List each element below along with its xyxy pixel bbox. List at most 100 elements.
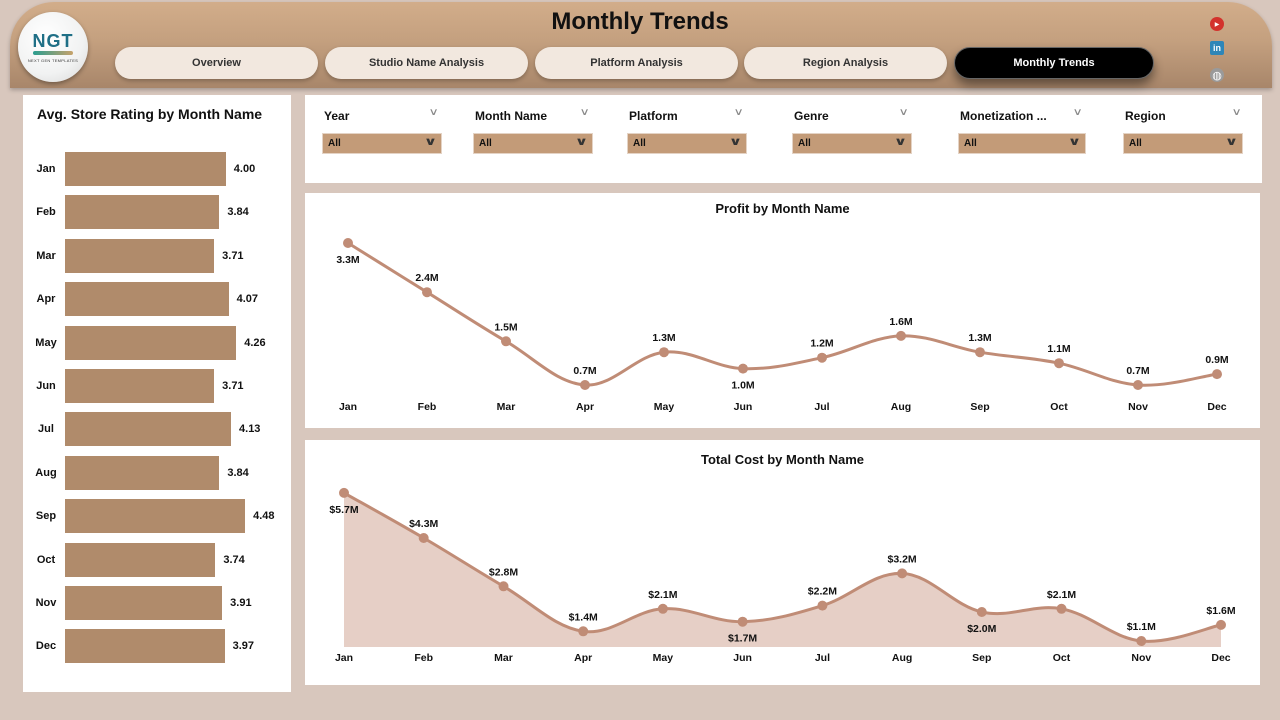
bar[interactable] — [65, 629, 225, 664]
chevron-down-icon: ∨ — [1067, 136, 1082, 148]
bar-category-label: Apr — [36, 293, 56, 306]
chevron-down-icon[interactable]: ∨ — [579, 107, 590, 118]
data-point[interactable] — [817, 352, 827, 363]
logo-text: NGT — [32, 30, 74, 51]
data-label: 1.3M — [652, 332, 676, 344]
data-point[interactable] — [422, 287, 432, 298]
monetization-dropdown[interactable]: All ∨ — [958, 133, 1086, 154]
data-point[interactable] — [580, 380, 590, 390]
chevron-down-icon[interactable]: ∨ — [733, 107, 744, 118]
data-point[interactable] — [339, 487, 349, 498]
bar[interactable] — [65, 369, 215, 403]
region-dropdown[interactable]: All ∨ — [1123, 133, 1243, 154]
data-point[interactable] — [343, 238, 353, 248]
data-point[interactable] — [1136, 636, 1147, 646]
data-point[interactable] — [578, 626, 589, 637]
data-point[interactable] — [1212, 369, 1222, 380]
bar-row[interactable]: Jan 4.00 — [23, 152, 291, 186]
bar-row[interactable]: Nov 3.91 — [23, 586, 291, 620]
bar-row[interactable]: Aug 3.84 — [23, 455, 291, 490]
bar-row[interactable]: Mar 3.71 — [23, 238, 291, 273]
bar[interactable] — [65, 238, 215, 273]
data-point[interactable] — [1054, 358, 1064, 369]
website-icon[interactable]: ◍ — [1210, 68, 1224, 82]
filter-platform: Platform ∨ All ∨ — [627, 95, 747, 183]
bar-value-label: 4.07 — [236, 293, 259, 306]
bar[interactable] — [65, 412, 232, 447]
data-point[interactable] — [418, 533, 429, 543]
data-point[interactable] — [1056, 603, 1067, 614]
data-label: 0.7M — [1126, 365, 1150, 377]
genre-dropdown[interactable]: All ∨ — [792, 133, 912, 154]
tab-monthly-trends[interactable]: Monthly Trends — [954, 47, 1154, 79]
x-axis-label: May — [654, 401, 675, 413]
bar-category-label: Feb — [36, 206, 56, 219]
data-point[interactable] — [1216, 619, 1226, 630]
bar-row[interactable]: Jun 3.71 — [23, 369, 291, 403]
chevron-down-icon[interactable]: ∨ — [1072, 107, 1083, 118]
bar-row[interactable]: Oct 3.74 — [23, 542, 291, 577]
chevron-down-icon[interactable]: ∨ — [1231, 107, 1242, 118]
x-axis-label: Jul — [814, 401, 829, 413]
bar-row[interactable]: Apr 4.07 — [23, 282, 291, 317]
bar-row[interactable]: Jul 4.13 — [23, 412, 291, 447]
data-point[interactable] — [659, 347, 669, 358]
bar-category-label: Jun — [36, 380, 56, 392]
bar-category-label: Mar — [36, 249, 56, 262]
bar[interactable] — [65, 455, 220, 490]
bar-row[interactable]: May 4.26 — [23, 325, 291, 360]
chevron-down-icon: ∨ — [893, 136, 908, 148]
filter-region: Region ∨ All ∨ — [1123, 95, 1243, 183]
youtube-glyph: ▶ — [1214, 21, 1220, 28]
data-point[interactable] — [501, 336, 511, 347]
chevron-down-icon[interactable]: ∨ — [898, 107, 909, 118]
data-point[interactable] — [498, 581, 509, 592]
dropdown-value: All — [964, 138, 977, 149]
tab-overview[interactable]: Overview — [115, 47, 318, 79]
linkedin-icon[interactable]: in — [1210, 41, 1224, 55]
youtube-icon[interactable]: ▶ — [1210, 17, 1224, 31]
x-axis-label: Feb — [414, 652, 433, 664]
filter-label: Month Name — [475, 109, 547, 123]
data-label: $1.4M — [569, 611, 598, 623]
tab-studio-name-analysis[interactable]: Studio Name Analysis — [325, 47, 528, 79]
data-point[interactable] — [737, 616, 748, 627]
bar-row[interactable]: Dec 3.97 — [23, 629, 291, 664]
bar[interactable] — [65, 282, 229, 317]
data-label: 1.5M — [494, 321, 518, 333]
bar[interactable] — [65, 195, 220, 230]
ngt-logo[interactable]: NGT NEXT GEN TEMPLATES — [18, 12, 88, 82]
platform-dropdown[interactable]: All ∨ — [627, 133, 747, 154]
bar-row[interactable]: Sep 4.48 — [23, 499, 291, 534]
bar-category-label: Aug — [35, 466, 57, 479]
bar-value-label: 3.91 — [230, 597, 252, 609]
filter-label: Genre — [794, 109, 829, 123]
bar-row[interactable]: Feb 3.84 — [23, 195, 291, 230]
bar[interactable] — [65, 586, 223, 620]
x-axis-label: May — [653, 652, 674, 664]
month-name-dropdown[interactable]: All ∨ — [473, 133, 593, 154]
chevron-down-icon[interactable]: ∨ — [428, 107, 439, 118]
tab-region-analysis[interactable]: Region Analysis — [744, 47, 947, 79]
data-point[interactable] — [897, 568, 908, 579]
bar-value-label: 3.84 — [227, 466, 249, 479]
bar[interactable] — [65, 542, 216, 577]
data-point[interactable] — [975, 347, 985, 358]
data-point[interactable] — [976, 607, 987, 617]
chevron-down-icon: ∨ — [1224, 136, 1239, 148]
data-point[interactable] — [738, 363, 748, 374]
bar[interactable] — [65, 325, 237, 360]
x-axis-label: Jun — [733, 652, 752, 664]
bar[interactable] — [65, 499, 246, 534]
x-axis-label: Aug — [892, 652, 912, 664]
year-dropdown[interactable]: All ∨ — [322, 133, 442, 154]
bar-value-label: 3.71 — [222, 249, 244, 262]
store-rating-chart: Avg. Store Rating by Month Name Jan 4.00 F… — [23, 95, 291, 692]
bar[interactable] — [65, 152, 226, 186]
chevron-down-icon: ∨ — [728, 136, 743, 148]
data-point[interactable] — [817, 600, 828, 611]
data-point[interactable] — [1133, 380, 1143, 390]
tab-platform-analysis[interactable]: Platform Analysis — [535, 47, 738, 79]
data-point[interactable] — [657, 603, 668, 614]
data-point[interactable] — [896, 330, 906, 341]
